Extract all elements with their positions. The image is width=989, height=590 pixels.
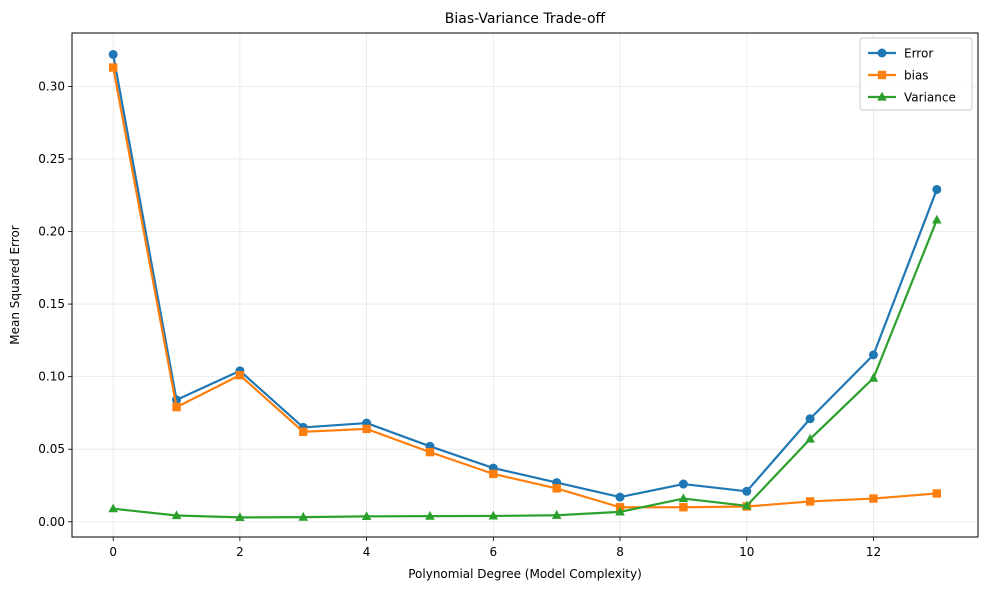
data-point bbox=[741, 500, 752, 510]
x-tick-label: 4 bbox=[363, 545, 371, 559]
data-point bbox=[298, 511, 309, 521]
data-point bbox=[425, 510, 435, 520]
data-point bbox=[679, 503, 688, 512]
data-point bbox=[615, 492, 625, 502]
legend-item-bias: bias bbox=[868, 69, 929, 83]
plot-frame bbox=[71, 32, 979, 538]
data-point bbox=[362, 424, 371, 434]
legend-item-error: Error bbox=[868, 47, 933, 61]
data-point bbox=[425, 447, 435, 457]
series-variance bbox=[108, 214, 942, 522]
data-point bbox=[235, 370, 245, 380]
data-point bbox=[171, 510, 182, 520]
legend-marker bbox=[877, 48, 887, 58]
data-point bbox=[868, 350, 878, 360]
x-tick-label: 10 bbox=[739, 545, 754, 559]
data-point bbox=[932, 184, 942, 194]
data-point bbox=[932, 489, 942, 498]
data-point bbox=[551, 510, 562, 519]
axes: 0 2 4 6 8 10 12 0.00 0.05 0.10 0.15 0.20 0.25 0.30 bbox=[38, 79, 881, 559]
data-point bbox=[552, 484, 561, 493]
y-tick-label: 0.00 bbox=[38, 515, 65, 529]
data-point bbox=[678, 479, 688, 489]
data-point bbox=[869, 494, 878, 503]
chart-title: Bias-Variance Trade-off bbox=[445, 11, 606, 27]
data-point bbox=[678, 493, 689, 503]
y-tick-label: 0.15 bbox=[38, 297, 65, 311]
y-tick-label: 0.05 bbox=[38, 442, 65, 456]
y-tick-label: 0.25 bbox=[38, 152, 65, 166]
legend: Error bias Variance bbox=[859, 37, 973, 111]
x-axis-label: Polynomial Degree (Model Complexity) bbox=[408, 567, 642, 581]
x-tick-label: 2 bbox=[236, 545, 244, 559]
series-line bbox=[112, 67, 937, 509]
data-point bbox=[805, 414, 815, 424]
legend-label: Variance bbox=[904, 91, 956, 105]
legend-label: bias bbox=[904, 69, 929, 83]
legend-item-variance: Variance bbox=[868, 91, 956, 105]
y-axis-label: Mean Squared Error bbox=[8, 225, 22, 345]
legend-label: Error bbox=[904, 47, 933, 61]
y-tick-label: 0.30 bbox=[38, 79, 65, 93]
data-point bbox=[742, 486, 752, 496]
legend-marker bbox=[877, 91, 887, 101]
data-point bbox=[932, 214, 942, 224]
data-point bbox=[108, 503, 118, 513]
data-point bbox=[868, 372, 879, 382]
y-tick-label: 0.10 bbox=[38, 370, 65, 384]
series-line bbox=[113, 219, 938, 519]
data-point bbox=[172, 402, 181, 412]
series-line bbox=[112, 54, 938, 499]
data-point bbox=[235, 512, 245, 522]
data-point bbox=[108, 49, 118, 59]
data-point bbox=[361, 511, 372, 520]
data-point bbox=[805, 497, 815, 506]
data-point bbox=[615, 506, 625, 516]
x-tick-label: 12 bbox=[866, 545, 881, 559]
y-tick-label: 0.20 bbox=[38, 225, 65, 239]
x-tick-label: 8 bbox=[616, 545, 624, 559]
data-point bbox=[108, 63, 118, 72]
data-point bbox=[488, 510, 499, 520]
series-layer bbox=[108, 49, 942, 522]
data-point bbox=[489, 469, 498, 479]
data-point bbox=[299, 427, 308, 436]
x-tick-label: 6 bbox=[490, 545, 498, 559]
grid bbox=[72, 33, 978, 537]
data-point bbox=[805, 433, 815, 443]
legend-marker bbox=[877, 70, 887, 80]
legend-box bbox=[859, 37, 973, 111]
x-tick-label: 0 bbox=[109, 545, 117, 559]
